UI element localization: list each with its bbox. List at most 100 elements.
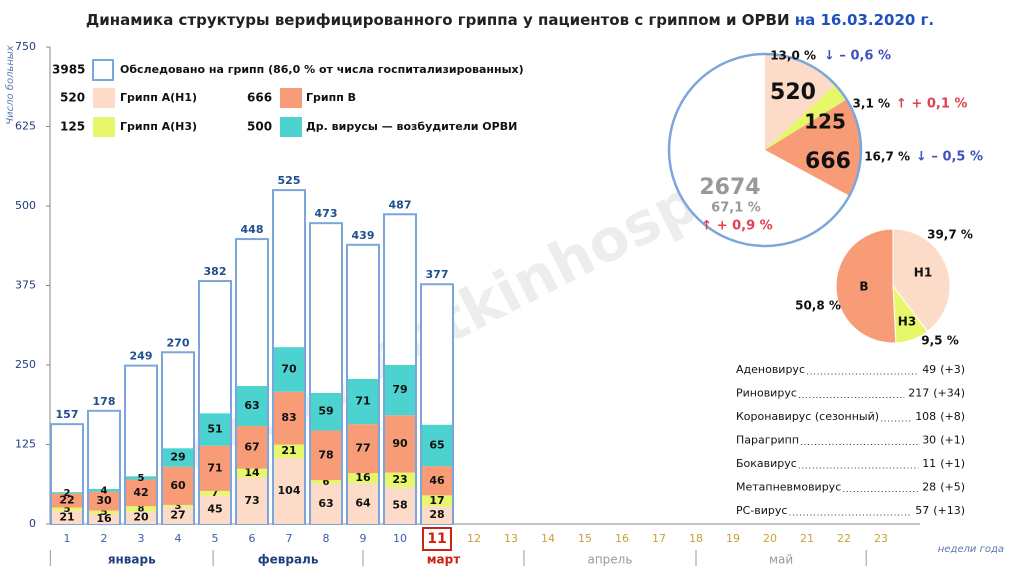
bar-segment-label: 28 <box>429 508 444 521</box>
virus-change: (+8) <box>940 410 965 423</box>
bar-segment <box>89 513 119 524</box>
bar-segment-label: 5 <box>101 507 108 518</box>
legend-count: 125 <box>60 120 85 134</box>
chart-title: Динамика структуры верифицированного гри… <box>86 11 934 29</box>
x-tick-label: 6 <box>249 532 256 545</box>
bar-segment <box>126 476 156 480</box>
bar-segment <box>422 466 452 496</box>
x-tick-label: 1 <box>64 532 71 545</box>
bar-total-label: 157 <box>56 408 79 421</box>
bar-segment <box>311 483 341 524</box>
bar-segment <box>348 473 378 484</box>
bar-segment-label: 7 <box>212 488 219 499</box>
legend-label: Обследовано на грипп (86,0 % от числа го… <box>120 63 524 76</box>
pie-slice <box>765 84 847 150</box>
bar-segment-label: 42 <box>133 486 148 499</box>
bar-segment-label: 104 <box>278 484 301 497</box>
bar-segment <box>52 493 82 508</box>
y-tick-label: 375 <box>15 279 36 292</box>
bar-segment-label: 30 <box>96 494 112 507</box>
bar-segment <box>385 472 415 488</box>
bar-total-label: 487 <box>389 198 412 211</box>
x-tick-label: 12 <box>467 532 481 545</box>
bar-segment <box>200 445 230 491</box>
pie-percent-label: 50,8 % <box>795 299 841 313</box>
bar-segment-label: 2 <box>64 488 71 499</box>
legend-swatch <box>92 59 114 81</box>
bar-segment-label: 14 <box>244 466 260 479</box>
bar-segment-label: 63 <box>244 399 259 412</box>
pie-category-label: Н1 <box>914 266 932 280</box>
y-tick-label: 750 <box>15 40 36 53</box>
pie-category-label: В <box>859 280 868 294</box>
bar-total-label: 178 <box>93 395 116 408</box>
bar-segment-label: 16 <box>96 512 112 525</box>
pie-slice <box>765 99 862 196</box>
x-axis-label: недели года <box>938 544 1004 555</box>
bar-segment <box>89 489 119 492</box>
virus-change: (+13) <box>933 504 965 517</box>
x-tick-label: 9 <box>360 532 367 545</box>
bar-segment <box>89 491 119 511</box>
pie-change-label: ↑ + 0,9 % <box>701 219 772 234</box>
bar-segment <box>348 378 378 425</box>
bar-segment-label: 23 <box>392 473 407 486</box>
pie-percent-label: 39,7 % <box>927 228 973 242</box>
x-tick-label: 5 <box>212 532 219 545</box>
bar-segment <box>126 511 156 524</box>
pie-change-label: ↑ + 0,1 % <box>896 97 967 112</box>
bar-segment-label: 70 <box>281 362 297 375</box>
legend-count: 3985 <box>52 63 85 77</box>
bar-segment-label: 90 <box>392 437 408 450</box>
x-tick-label: 19 <box>726 532 740 545</box>
bar-segment <box>237 426 267 469</box>
virus-change: (+1) <box>940 457 965 470</box>
bar-segment-label: 21 <box>281 444 296 457</box>
x-tick-label: 20 <box>763 532 777 545</box>
bar-segment-label: 60 <box>170 479 186 492</box>
pie-percent-label: 67,1 % <box>711 201 761 216</box>
x-tick-label: 23 <box>874 532 888 545</box>
legend-label: Грипп A(H1) <box>120 91 197 104</box>
virus-name: Аденовирус <box>736 363 805 376</box>
virus-name: Метапневмовирус <box>736 481 841 494</box>
bar-total-label: 249 <box>130 350 153 363</box>
month-label: апрель <box>587 553 632 567</box>
bar-total-label: 439 <box>352 229 375 242</box>
bar-segment-label: 83 <box>281 411 296 424</box>
bar-segment <box>274 444 304 458</box>
virus-count: 28 <box>922 481 936 494</box>
bar-segment <box>126 479 156 507</box>
bar-segment <box>89 510 119 514</box>
bar-segment-label: 64 <box>355 497 371 510</box>
bar-total-label: 270 <box>167 336 190 349</box>
bar-segment-label: 16 <box>355 471 371 484</box>
bar-segment <box>163 448 193 467</box>
bar-segment-label: 78 <box>318 448 333 461</box>
x-tick-label: 2 <box>101 532 108 545</box>
pie-outline <box>667 52 863 248</box>
bar-segment <box>200 413 230 446</box>
bar-segment <box>311 392 341 431</box>
bar-total-label: 377 <box>426 268 449 281</box>
bar-total-label: 525 <box>278 174 301 187</box>
pie-slice <box>669 54 850 246</box>
bar-segment <box>422 495 452 507</box>
bar-segment <box>52 507 82 511</box>
pie-slice <box>765 54 836 150</box>
bar-segment <box>274 391 304 445</box>
current-week-box <box>422 527 452 551</box>
bar-segment-label: 58 <box>392 499 407 512</box>
bar-segment-label: 3 <box>175 501 182 512</box>
bar-segment-label: 77 <box>355 442 370 455</box>
title-main: Динамика структуры верифицированного гри… <box>86 11 790 29</box>
pie-category-label: Н3 <box>898 315 916 329</box>
bar-segment <box>200 495 230 524</box>
bar-segment <box>52 492 82 494</box>
title-date: на 16.03.2020 г. <box>795 11 934 29</box>
y-tick-label: 625 <box>15 120 36 133</box>
x-tick-label: 22 <box>837 532 851 545</box>
bar-segment-label: 71 <box>355 395 370 408</box>
month-label: май <box>769 553 793 567</box>
